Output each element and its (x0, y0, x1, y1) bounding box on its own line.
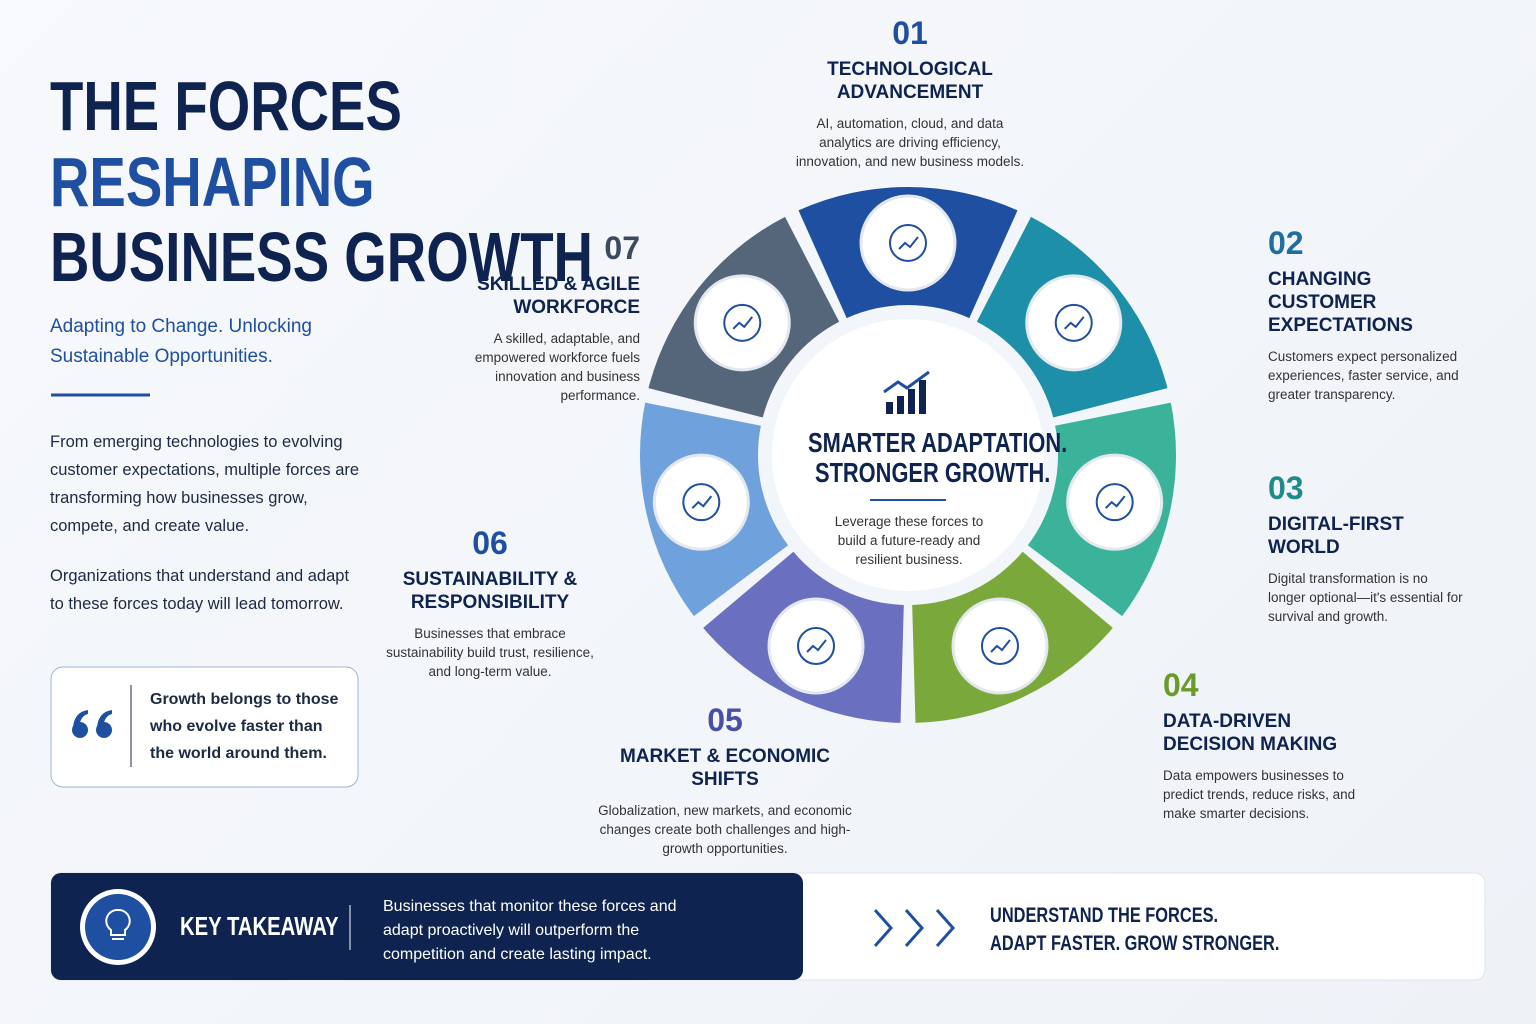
force-description: Digital transformation is no longer opti… (1268, 571, 1463, 624)
force-title: SKILLED & AGILE WORKFORCE (477, 274, 640, 318)
force-number: 06 (472, 525, 508, 561)
icon (682, 483, 721, 522)
force-title: TECHNOLOGICAL ADVANCEMENT (827, 59, 993, 103)
bulb-inner (85, 894, 151, 960)
arrow-icon (883, 370, 930, 394)
force-title: MARKET & ECONOMIC SHIFTS (619, 746, 831, 790)
icon-shape (723, 303, 762, 342)
icon-shape (732, 316, 754, 330)
quote-box (50, 666, 359, 788)
icon (1054, 303, 1093, 342)
icon (797, 627, 836, 666)
ring (639, 187, 1177, 723)
icon-shape (889, 224, 927, 262)
force-number: 02 (1268, 225, 1304, 261)
icon-shape (990, 639, 1011, 653)
force-description: A skilled, adaptable, and empowered work… (474, 331, 640, 403)
force-title: CHANGING CUSTOMER EXPECTATIONS (1268, 269, 1413, 336)
force-number: 03 (1268, 470, 1304, 506)
icon-shape (898, 236, 919, 250)
force-number: 01 (892, 15, 928, 51)
force-description: Globalization, new markets, and economic… (598, 803, 852, 856)
bar-icon (908, 389, 915, 414)
icon-circle (693, 274, 791, 372)
title-line: BUSINESS GROWTH (50, 218, 593, 296)
bar-icon (886, 402, 893, 414)
icon-circle (951, 597, 1049, 695)
intro: Organizations that understand and adapt … (50, 567, 350, 613)
icon (723, 303, 762, 342)
force: 07 SKILLED & AGILE WORKFORCE A skilled, ad… (470, 230, 640, 405)
icon-circle (652, 453, 750, 551)
force: 03 DIGITAL-FIRST WORLD Digital transformat… (1268, 470, 1468, 626)
bar-icon (919, 380, 926, 414)
icon-shape (797, 627, 836, 666)
icon-shape (806, 639, 827, 653)
icon-circle (859, 194, 957, 292)
icon-shape (980, 627, 1019, 666)
banner-dark (51, 873, 803, 980)
takeaway-text: Businesses that monitor these forces and… (383, 898, 677, 963)
force: 06 SUSTAINABILITY & RESPONSIBILITY Busines… (385, 525, 595, 681)
subtitle: Adapting to Change. Unlocking Sustainabl… (50, 316, 312, 367)
force-description: AI, automation, cloud, and data analytic… (795, 116, 1025, 169)
center-headline: SMARTER ADAPTATION. (808, 427, 1068, 458)
force-title: DATA-DRIVEN DECISION MAKING (1163, 711, 1338, 755)
icon-shape (1095, 483, 1134, 522)
force: 05 MARKET & ECONOMIC SHIFTS Globalization,… (585, 702, 865, 858)
force-title: DIGITAL-FIRST WORLD (1268, 514, 1404, 558)
force-description: Customers expect personalized experience… (1268, 349, 1459, 402)
force-title: SUSTAINABILITY & RESPONSIBILITY (402, 569, 578, 613)
quote: Growth belongs to those who evolve faste… (150, 691, 339, 762)
force-number: 04 (1163, 667, 1199, 703)
icon-shape (1104, 495, 1126, 509)
bar-icon (897, 396, 904, 414)
title-line: RESHAPING (50, 143, 375, 221)
quote-mark (72, 710, 112, 738)
force: 04 DATA-DRIVEN DECISION MAKING Data empowe… (1163, 667, 1363, 823)
icon (1095, 483, 1134, 522)
chevrons (873, 909, 956, 947)
icon-shape (682, 483, 721, 522)
center-headline: STRONGER GROWTH. (815, 457, 1051, 488)
force: 02 CHANGING CUSTOMER EXPECTATIONS Customer… (1268, 225, 1478, 404)
icon (889, 224, 927, 262)
force-description: Data empowers businesses to predict tren… (1163, 768, 1356, 821)
force: 01 TECHNOLOGICAL ADVANCEMENT AI, automatio… (790, 15, 1030, 171)
icon-shape (1054, 303, 1093, 342)
icon (980, 627, 1019, 666)
force-number: 07 (604, 230, 640, 266)
takeaway-label: KEY TAKEAWAY (180, 911, 339, 941)
force-description: Businesses that embrace sustainability b… (386, 626, 594, 679)
icon-shape (691, 495, 713, 509)
slogan: UNDERSTAND THE FORCES. (990, 904, 1219, 927)
title-line: THE FORCES (50, 67, 402, 145)
force-number: 05 (707, 702, 743, 738)
icon-shape (1064, 316, 1085, 330)
center-text: Leverage these forces to build a future-… (834, 514, 984, 567)
icon-circle (767, 597, 865, 695)
bulb-icon (105, 908, 131, 940)
intro: From emerging technologies to evolving c… (50, 433, 360, 535)
center-circle (772, 319, 1044, 591)
slogan: ADAPT FASTER. GROW STRONGER. (990, 932, 1280, 955)
icon-circle (1025, 274, 1123, 372)
icon-circle (1066, 453, 1164, 551)
center-icon (886, 380, 926, 414)
